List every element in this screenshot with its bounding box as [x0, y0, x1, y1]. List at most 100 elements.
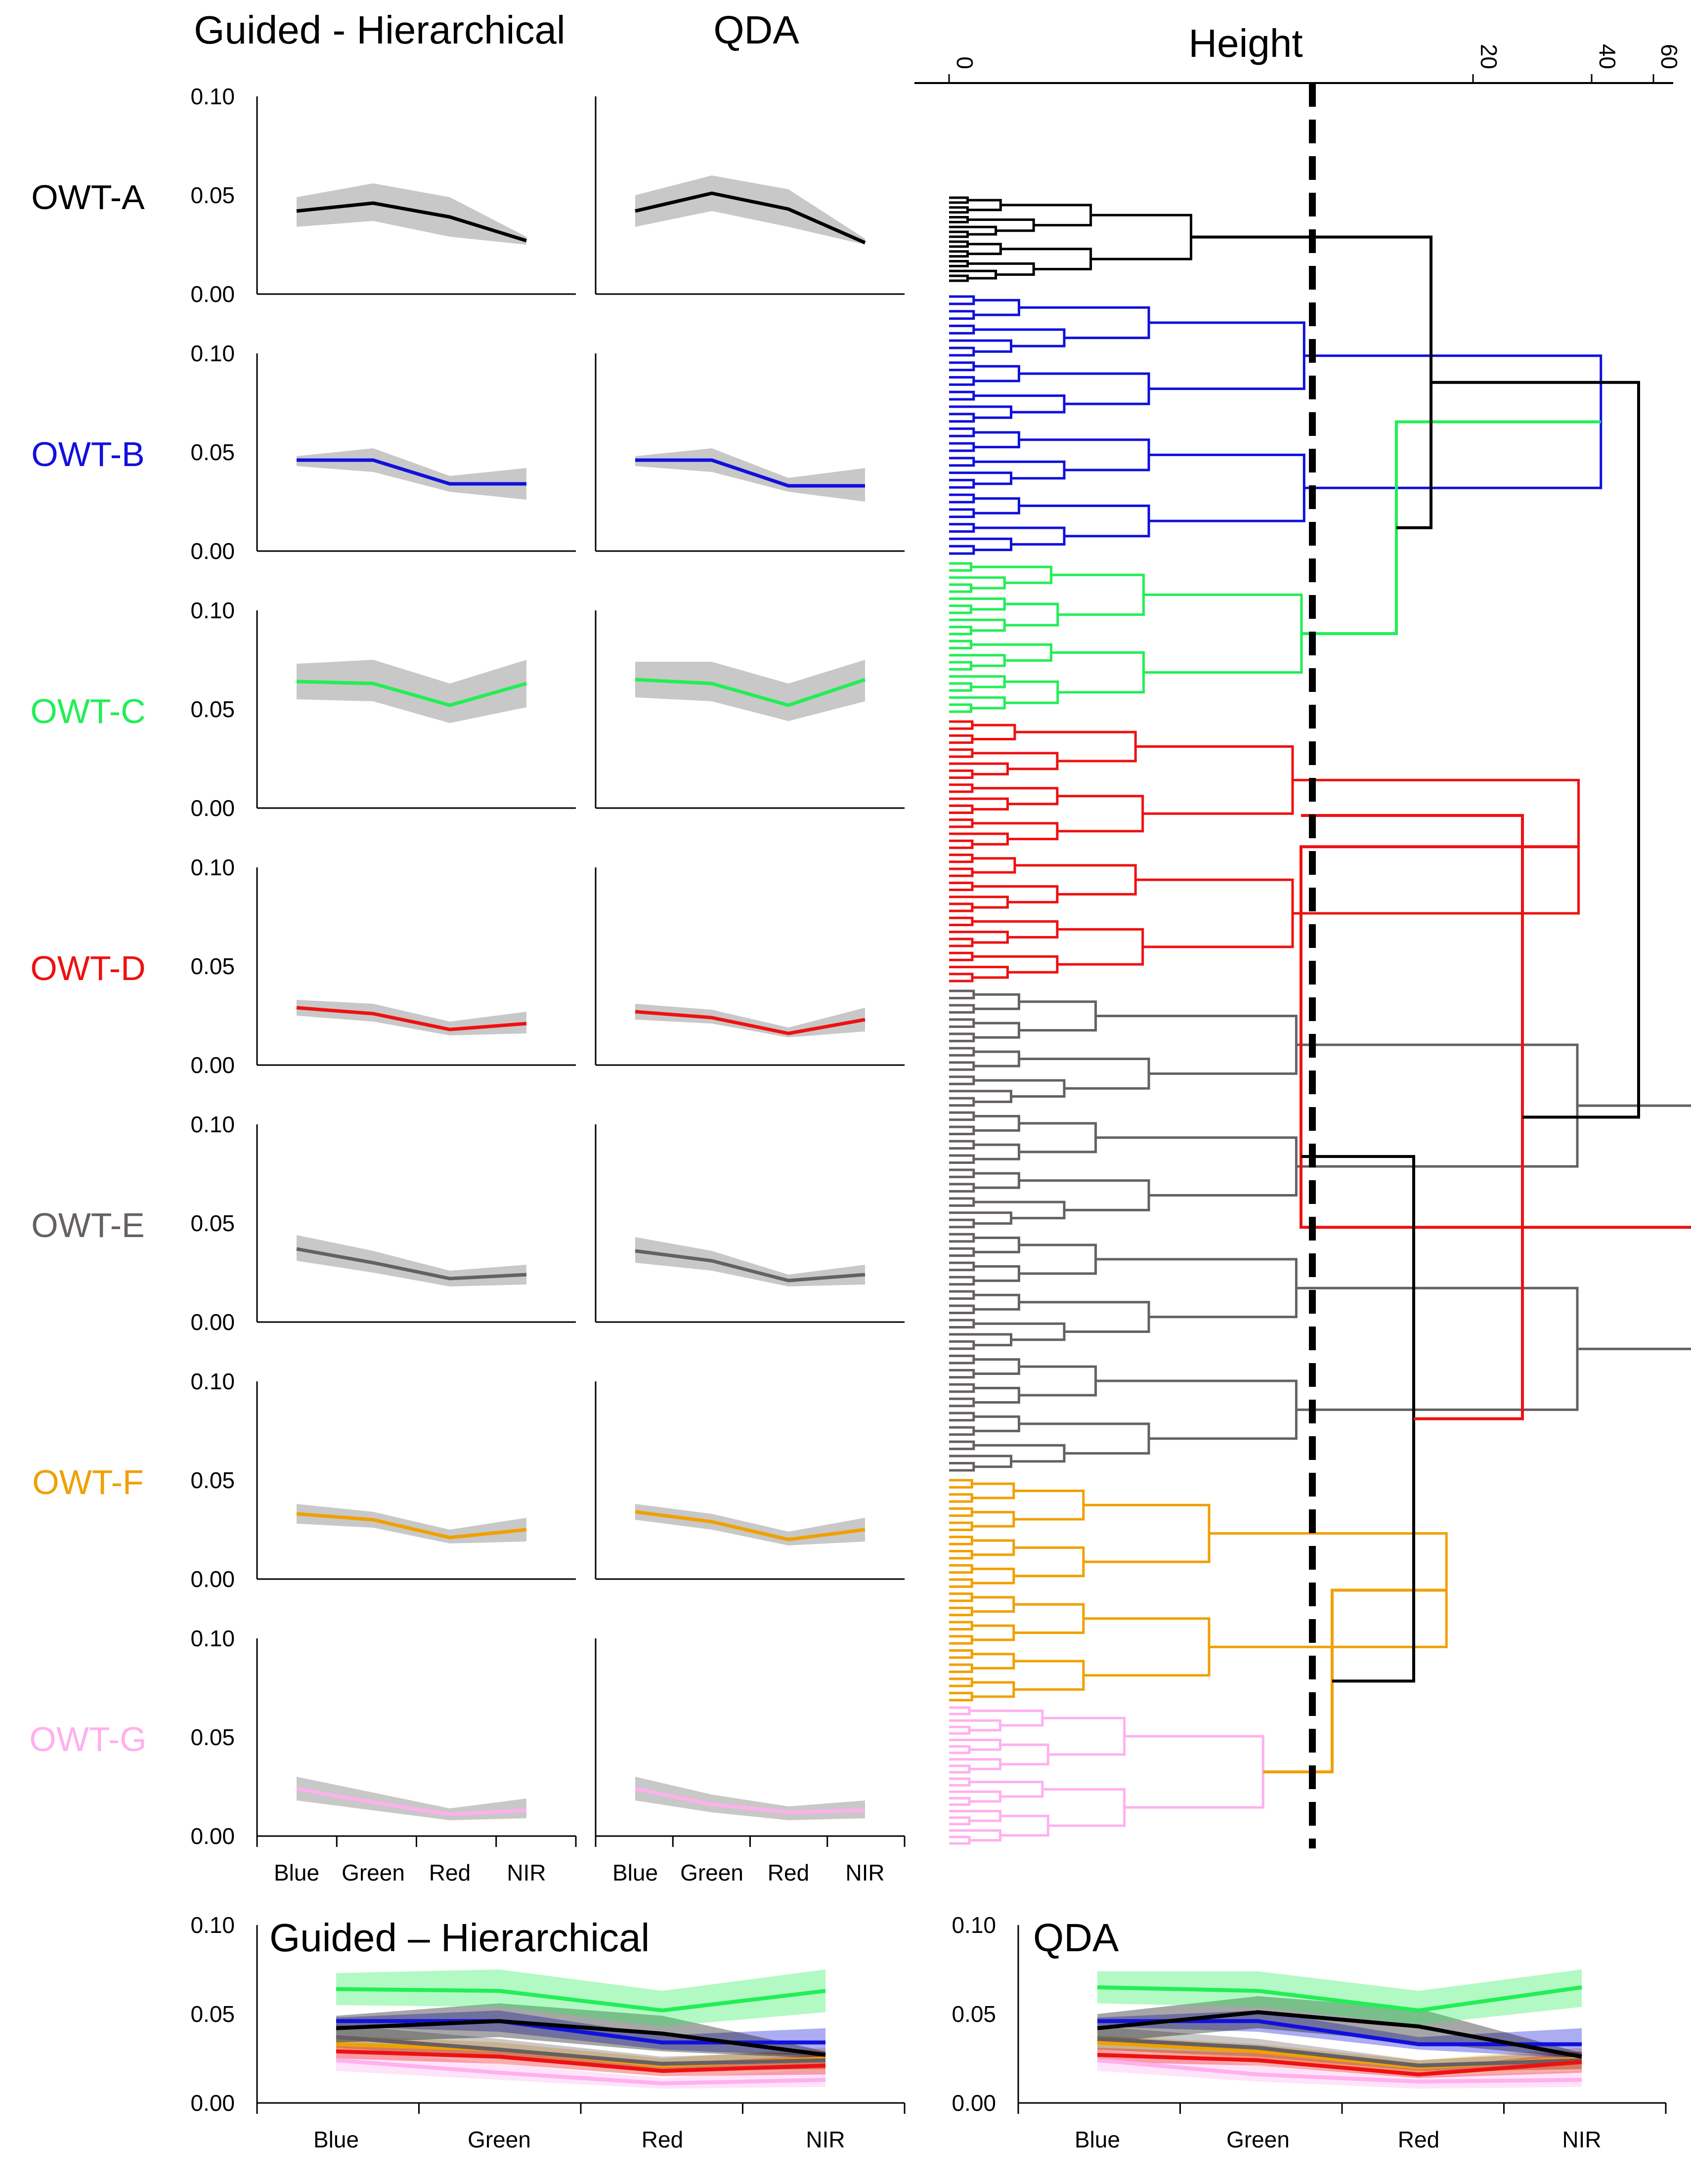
dendrogram-link — [949, 1621, 973, 1630]
panel-qda-owt-f — [595, 1381, 905, 1580]
overlay-y-tick-label: 0.10 — [190, 1912, 235, 1938]
dendrogram-link — [1019, 1365, 1097, 1397]
dendrogram-link — [949, 1455, 1013, 1468]
dendrogram-link — [972, 1511, 1015, 1528]
height-tick-label: 60 — [1656, 44, 1682, 69]
height-tick-label: 0 — [952, 56, 978, 69]
overlay-x-tick-label: Green — [468, 2127, 531, 2152]
dendrogram-link — [1042, 1788, 1126, 1827]
dendrogram-link — [949, 1290, 975, 1300]
dendrogram-link — [949, 966, 1009, 979]
dendrogram-link — [949, 1706, 971, 1715]
dendrogram-link — [1000, 1814, 1049, 1837]
series-line-owt-g — [296, 1787, 527, 1816]
dendrogram-link — [949, 295, 975, 305]
y-tick-label: 0.00 — [190, 281, 235, 307]
y-tick-label: 0.00 — [190, 1823, 235, 1849]
dendrogram-link — [972, 752, 1059, 771]
dendrogram-link — [967, 243, 1002, 256]
dendrogram-link — [949, 493, 975, 504]
x-tick-label: Red — [768, 1860, 809, 1885]
dendrogram: Height 0 20 40 60 — [914, 21, 1691, 1848]
panel-guided-owt-e: 0.10 0.05 0.00 — [190, 1112, 576, 1335]
dendrogram-link — [949, 675, 1006, 688]
dendrogram-link — [949, 324, 975, 335]
dendrogram-link — [949, 797, 1009, 811]
range-band — [297, 448, 526, 500]
series-line-owt-c — [635, 678, 866, 707]
dendrogram-link — [949, 1564, 973, 1574]
dendrogram-link — [949, 259, 969, 267]
dendrogram-link — [949, 1816, 971, 1826]
dendrogram-link — [949, 832, 1009, 846]
dendrogram-cluster-owt-c — [949, 562, 1303, 713]
dendrogram-link — [949, 902, 974, 912]
dendrogram-link — [949, 1276, 975, 1286]
overlay-line-owt-c — [1097, 1985, 1582, 2013]
dendrogram-link — [973, 1236, 1020, 1253]
dendrogram-link — [972, 1596, 1015, 1613]
dendrogram-link — [949, 1550, 973, 1560]
dendrogram-link — [1013, 1490, 1085, 1521]
dendrogram-link — [949, 1810, 1001, 1822]
dendrogram-link — [1135, 878, 1294, 948]
dendrogram-link — [972, 1539, 1015, 1556]
dendrogram-link — [973, 460, 1066, 480]
dendrogram-link — [949, 1836, 971, 1845]
dendrogram-link-bc — [1301, 420, 1601, 635]
dendrogram-link — [973, 1050, 1020, 1068]
dendrogram-link — [949, 867, 974, 877]
overlay-line-owt-c — [336, 1987, 826, 2013]
dendrogram-link — [972, 885, 1059, 903]
dendrogram-link — [949, 1777, 971, 1787]
dendrogram-link — [949, 413, 975, 423]
dendrogram-link — [973, 497, 1020, 514]
dendrogram-axis-title: Height — [1188, 21, 1302, 65]
dendrogram-cluster-owt-a — [949, 196, 1193, 282]
dendrogram-link — [1013, 1546, 1085, 1578]
dendrogram-link — [1057, 795, 1144, 833]
y-tick-label: 0.05 — [190, 1724, 235, 1750]
dendrogram-link — [949, 654, 1006, 667]
dendrogram-link — [949, 626, 973, 636]
dendrogram-link — [949, 1197, 975, 1207]
overlay-x-tick-label: Red — [1398, 2127, 1439, 2152]
dendrogram-cluster-owt-g — [949, 1706, 1264, 1845]
x-tick-label: NIR — [845, 1860, 884, 1885]
dendrogram-link — [1019, 1000, 1097, 1032]
y-tick-label: 0.00 — [190, 1309, 235, 1335]
range-band — [635, 1004, 865, 1037]
dendrogram-link — [972, 1567, 1015, 1584]
y-tick-label: 0.05 — [190, 1210, 235, 1236]
dendrogram-link — [949, 442, 975, 452]
dendrogram-link — [949, 1097, 975, 1107]
dendrogram-link — [1019, 1058, 1150, 1090]
dendrogram-link — [949, 376, 975, 386]
row-label-owt-d: OWT-D — [30, 949, 145, 987]
dendrogram-link — [949, 230, 969, 238]
dendrogram-link — [949, 783, 974, 793]
dendrogram-link — [1014, 730, 1137, 763]
dendrogram-link — [973, 431, 1020, 449]
y-tick-label: 0.05 — [190, 696, 235, 722]
series-line-owt-f — [635, 1510, 866, 1542]
series-line-owt-e — [296, 1247, 527, 1281]
range-band — [297, 183, 526, 245]
dendrogram-link — [949, 1790, 1001, 1803]
dendrogram-link — [972, 1482, 1015, 1499]
overlay-qda: 0.10 0.05 0.00 Blue Green Red NIR — [952, 1912, 1667, 2152]
dendrogram-link — [1057, 928, 1144, 966]
dendrogram-link — [949, 1536, 973, 1545]
dendrogram-link — [973, 1200, 1066, 1220]
dendrogram-link — [949, 274, 969, 282]
series-line-owt-d — [296, 1006, 527, 1031]
guided-column-header: Guided - Hierarchical — [194, 8, 565, 52]
dendrogram-link — [949, 1218, 975, 1229]
dendrogram-link — [949, 1412, 975, 1422]
dendrogram-link — [949, 734, 974, 744]
dendrogram-link — [949, 1738, 1001, 1751]
dendrogram-link — [949, 250, 969, 258]
dendrogram-link — [973, 993, 1020, 1010]
dendrogram-link — [949, 1829, 1001, 1841]
dendrogram-link — [1143, 593, 1303, 674]
